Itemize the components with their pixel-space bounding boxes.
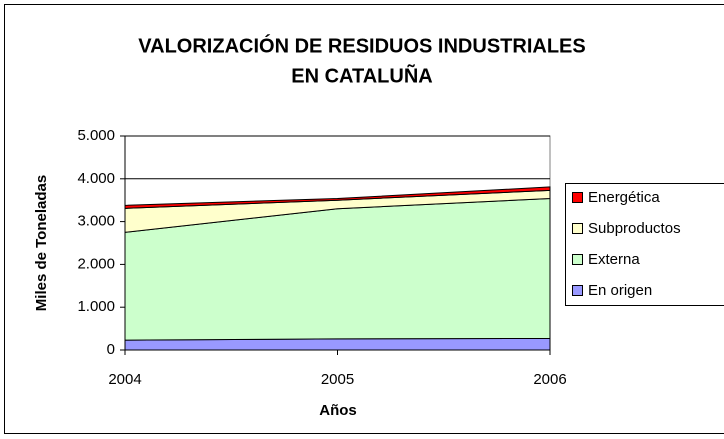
legend-swatch — [572, 223, 583, 234]
x-tick-label: 2005 — [321, 371, 354, 388]
chart-title: EN CATALUÑA — [291, 64, 432, 87]
legend-label: Energética — [588, 189, 660, 206]
legend-label: En origen — [588, 282, 652, 299]
legend-swatch — [572, 285, 583, 296]
y-axis-title: Miles de Toneladas — [33, 175, 50, 311]
y-tick-label: 3.000 — [77, 213, 115, 230]
x-tick-label: 2006 — [533, 371, 566, 388]
legend-swatch — [572, 254, 583, 265]
y-tick-label: 0 — [107, 341, 115, 358]
y-tick-label: 5.000 — [77, 127, 115, 144]
chart-title: VALORIZACIÓN DE RESIDUOS INDUSTRIALES — [138, 33, 585, 57]
legend-label: Externa — [588, 251, 640, 268]
x-tick-label: 2004 — [108, 371, 141, 388]
legend-box — [565, 183, 724, 306]
legend-swatch — [572, 192, 583, 203]
x-axis-title: Años — [319, 402, 357, 419]
legend-label: Subproductos — [588, 220, 681, 237]
y-tick-label: 1.000 — [77, 298, 115, 315]
y-tick-label: 2.000 — [77, 255, 115, 272]
y-tick-label: 4.000 — [77, 170, 115, 187]
